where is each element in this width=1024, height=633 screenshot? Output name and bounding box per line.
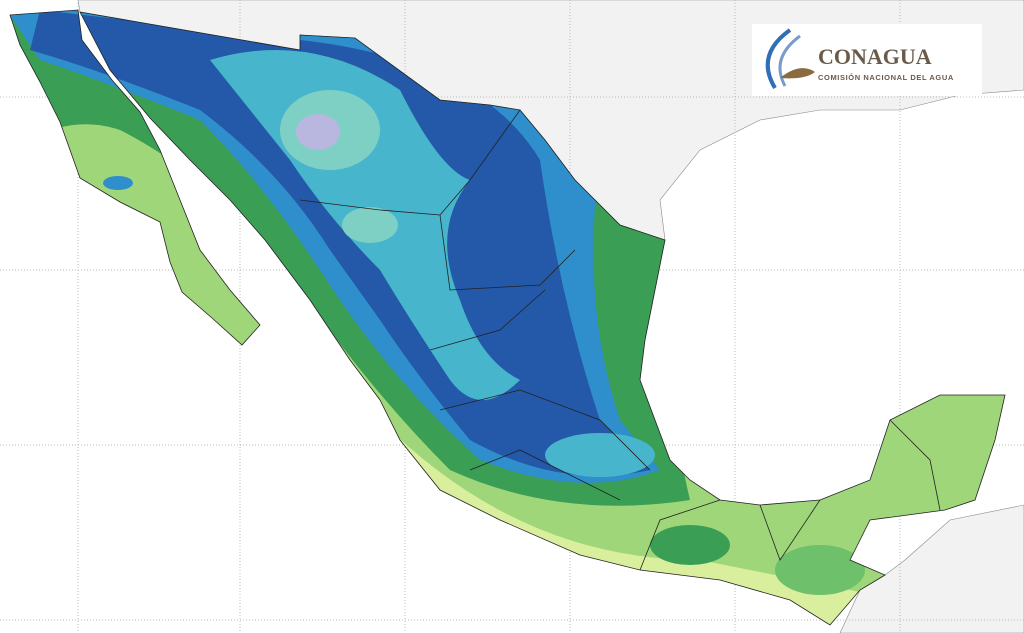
logo-bird xyxy=(780,68,815,79)
coastline xyxy=(79,11,1006,626)
land-south xyxy=(839,504,1024,633)
logo-swirl xyxy=(778,34,801,87)
logo: CONAGUA COMISIÓN NACIONAL DEL AGUA xyxy=(752,24,982,96)
logo-background xyxy=(752,24,982,96)
logo-swirl xyxy=(765,28,792,90)
logo-subtitle: COMISIÓN NACIONAL DEL AGUA xyxy=(818,73,954,82)
logo-title: CONAGUA xyxy=(818,44,932,69)
baja-coastline xyxy=(9,9,261,346)
state-borders xyxy=(299,109,941,571)
